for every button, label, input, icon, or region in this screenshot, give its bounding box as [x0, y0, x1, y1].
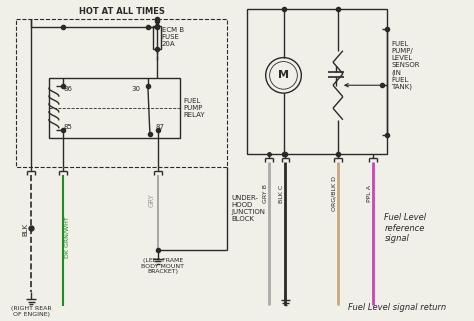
Text: FUEL
PUMP/
LEVEL
SENSOR
(IN
FUEL
TANK): FUEL PUMP/ LEVEL SENSOR (IN FUEL TANK)	[392, 41, 420, 90]
Text: (RIGHT REAR
OF ENGINE): (RIGHT REAR OF ENGINE)	[11, 306, 51, 317]
Text: 85: 85	[64, 124, 73, 130]
Text: BLK: BLK	[22, 223, 28, 236]
Text: GRY: GRY	[149, 193, 155, 207]
Text: DK GRN/WHT: DK GRN/WHT	[65, 216, 70, 257]
Text: 30: 30	[131, 86, 140, 92]
Bar	[153, 26, 161, 49]
Text: PPL A: PPL A	[366, 185, 372, 202]
Text: 87: 87	[156, 124, 165, 130]
Bar	[16, 19, 227, 167]
Text: Fuel Level signal return: Fuel Level signal return	[348, 303, 446, 312]
Text: GRY B: GRY B	[263, 184, 268, 203]
Text: HOT AT ALL TIMES: HOT AT ALL TIMES	[79, 7, 164, 16]
Text: BLK C: BLK C	[280, 185, 284, 203]
Text: (LEFT FRAME
BODY MOUNT
BRACKET): (LEFT FRAME BODY MOUNT BRACKET)	[141, 258, 184, 274]
Text: ECM B
FUSE
20A: ECM B FUSE 20A	[162, 27, 184, 48]
Text: UNDER-
HOOD
JUNCTION
BLOCK: UNDER- HOOD JUNCTION BLOCK	[231, 195, 265, 222]
Text: 86: 86	[64, 86, 73, 92]
Bar	[49, 78, 180, 137]
Bar	[247, 9, 387, 154]
Text: ORG/BLK D: ORG/BLK D	[332, 176, 337, 211]
Text: FUEL
PUMP
RELAY: FUEL PUMP RELAY	[183, 98, 205, 118]
Text: Fuel Level
reference
signal: Fuel Level reference signal	[384, 213, 427, 243]
Text: M: M	[278, 70, 289, 80]
